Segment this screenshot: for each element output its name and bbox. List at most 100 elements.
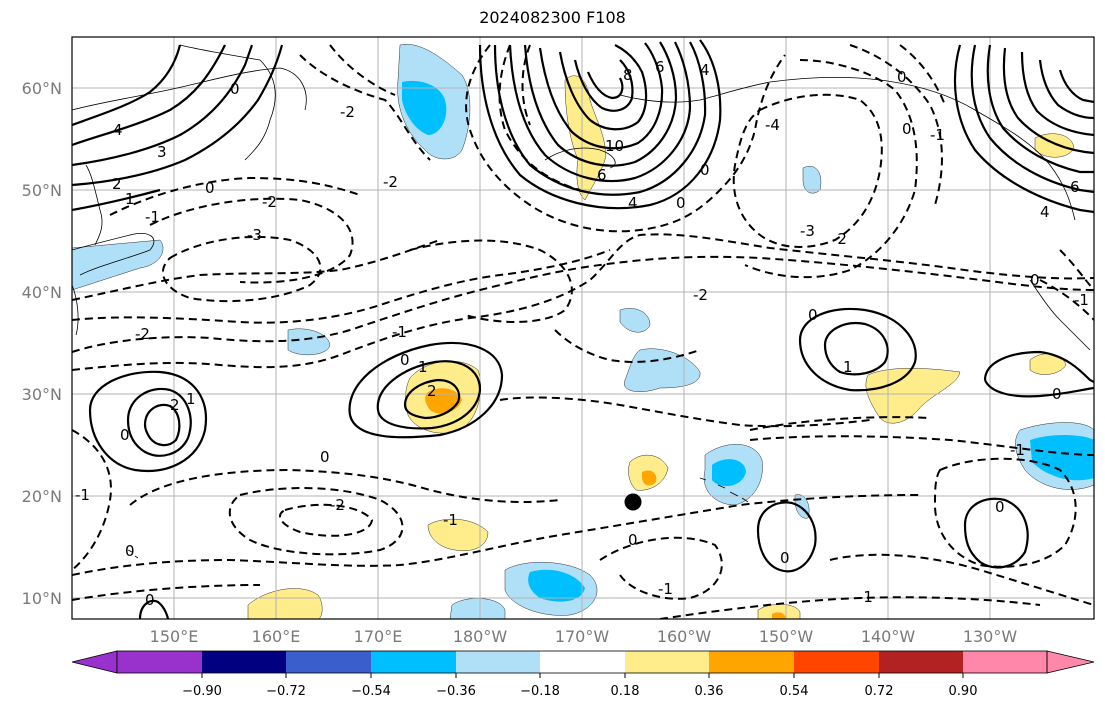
colorbar-bin (794, 651, 879, 673)
contour-label: -2 (135, 325, 150, 343)
contour-label: -1 (145, 208, 160, 226)
lon-tick-label: 180°W (453, 627, 508, 646)
contour-label: 4 (628, 194, 638, 212)
colorbar-tick-label: −0.18 (520, 684, 560, 699)
contour-label: 0 (205, 179, 215, 197)
colorbar-tick-label: 0.72 (865, 684, 894, 699)
positive-contours (72, 39, 1094, 619)
colorbar-tick-label: −0.72 (266, 684, 306, 699)
contour-label: -2 (693, 286, 708, 304)
contour-label: -2 (832, 230, 847, 248)
contour-label: 6 (655, 58, 665, 76)
contour-label: 2 (170, 396, 180, 414)
shade-patch (865, 368, 961, 424)
colorbar-frame (116, 650, 1048, 674)
contour-label: -1 (930, 126, 945, 144)
contour-label: 0 (902, 120, 912, 138)
contour-label: 10 (605, 137, 624, 155)
map-title: 2024082300 F108 (479, 8, 626, 27)
contour-label: 6 (1070, 178, 1080, 196)
storm-position-dot (624, 493, 642, 511)
contour-label: 0 (230, 80, 240, 98)
contour-label: 2 (427, 382, 437, 400)
lon-tick-label: 170°E (354, 627, 403, 646)
colorbar-tick-label: 0.36 (695, 684, 724, 699)
shade-patch (247, 588, 323, 619)
shade-patch (619, 308, 651, 333)
contour-label: 0 (700, 161, 710, 179)
shade-patch (642, 470, 657, 486)
lat-tick-label: 30°N (22, 385, 62, 404)
contour-label: -1 (75, 486, 90, 504)
contour-label: -1 (658, 580, 673, 598)
contour-label: 4 (1040, 203, 1050, 221)
contour-label: -1 (1074, 291, 1089, 309)
contour-label: 3 (157, 143, 167, 161)
colorbar-bin (963, 651, 1047, 673)
lon-tick-label: 150°W (759, 627, 814, 646)
contour-label: 0 (808, 306, 818, 324)
colorbar-under-extension (71, 650, 118, 674)
lon-axis: 150°E 160°E 170°E 180°W 170°W 160°W 150°… (150, 627, 1018, 646)
shade-patch (287, 328, 331, 356)
colorbar-bin (540, 651, 625, 673)
contour-label: 0 (400, 351, 410, 369)
contour-label: 1 (418, 358, 428, 376)
contour-label: 6 (597, 166, 607, 184)
contour-label: 0 (120, 426, 130, 444)
contour-label: -2 (330, 496, 345, 514)
shade-patch (402, 80, 447, 135)
lon-tick-label: 160°E (252, 627, 301, 646)
colorbar-tick-label: −0.90 (182, 684, 222, 699)
contour-label: 0 (145, 591, 155, 609)
contour-label: -3 (800, 222, 815, 240)
colorbar-bin (286, 651, 371, 673)
colorbar-tick-label: −0.36 (436, 684, 476, 699)
colorbar-bin (202, 651, 286, 673)
colorbar-bin (117, 651, 202, 673)
colorbar-tick-label: 0.18 (611, 684, 640, 699)
contour-labels: 0 4 3 2 1 0 -2 -2 -3 -1 -2 -2 -1 0 1 2 2… (75, 58, 1089, 609)
contour-label: 0 (995, 498, 1005, 516)
contour-label: 0 (125, 542, 135, 560)
contour-label: 0 (320, 448, 330, 466)
contour-label: 0 (1052, 385, 1062, 403)
shade-patch (1029, 353, 1067, 375)
shade-patch (712, 459, 746, 487)
lat-tick-label: 40°N (22, 283, 62, 302)
negative-contours (72, 44, 1094, 619)
lat-tick-label: 50°N (22, 181, 62, 200)
lat-tick-label: 20°N (22, 487, 62, 506)
shade-patch (427, 518, 489, 551)
lon-tick-label: 150°E (150, 627, 199, 646)
colorbar-bin (709, 651, 794, 673)
contour-label: -2 (262, 193, 277, 211)
lon-tick-label: 130°W (963, 627, 1018, 646)
shade-patch (449, 598, 506, 619)
colorbar-bin (371, 651, 456, 673)
contour-label: 8 (623, 66, 633, 84)
contour-label: -1 (858, 588, 873, 606)
lon-tick-label: 140°W (861, 627, 916, 646)
contour-label: 1 (186, 390, 196, 408)
contour-label: 0 (897, 68, 907, 86)
contour-label: 0 (628, 531, 638, 549)
contour-label: 1 (843, 358, 853, 376)
contour-label: -2 (340, 103, 355, 121)
shade-patch (624, 348, 701, 392)
colorbar-tick-label: 0.54 (780, 684, 809, 699)
colorbar-tick-label: −0.54 (351, 684, 391, 699)
shade-patch (772, 612, 786, 619)
colorbar-bin (456, 651, 540, 673)
contour-label: 4 (113, 121, 123, 139)
map-frame (71, 36, 1095, 620)
contour-label: -3 (247, 226, 262, 244)
shaded-field (72, 44, 1094, 619)
shade-patch (802, 166, 822, 194)
contour-label: 0 (780, 549, 790, 567)
contour-label: 2 (112, 175, 122, 193)
lat-axis: 60°N 50°N 40°N 30°N 20°N 10°N (22, 79, 62, 608)
lat-tick-label: 60°N (22, 79, 62, 98)
contour-label: -1 (392, 323, 407, 341)
